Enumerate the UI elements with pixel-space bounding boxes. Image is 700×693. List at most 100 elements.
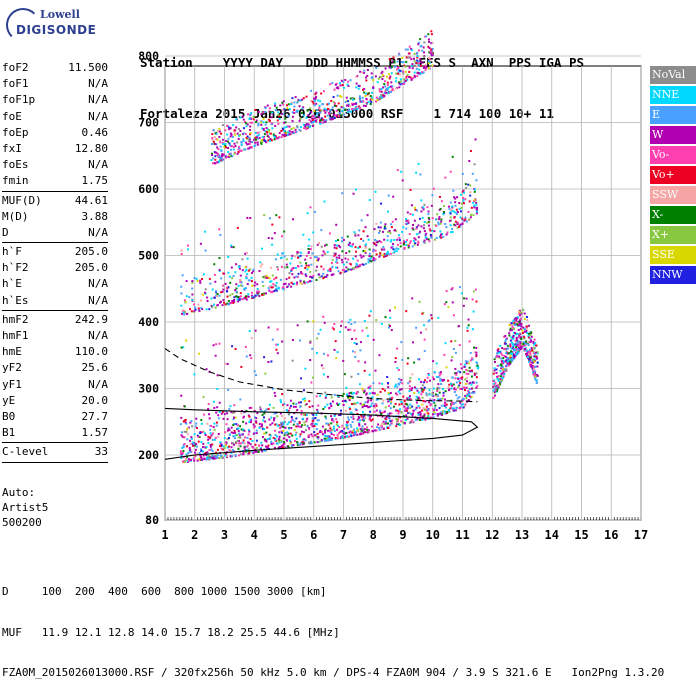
param-name: foE [2,109,22,123]
echo-point [415,226,418,229]
echo-point [331,326,334,329]
echo-point [267,287,270,290]
echo-point [420,64,423,67]
echo-point [367,100,370,103]
echo-point [462,201,465,204]
echo-point [220,444,223,447]
echo-point [515,333,518,336]
echo-point [469,184,472,187]
echo-point [250,291,253,294]
echo-point [413,392,416,395]
echo-point [301,424,304,427]
echo-point [523,312,526,315]
echo-point [391,60,394,63]
echo-point [189,458,192,461]
echo-point [228,126,231,129]
echo-point [469,213,472,216]
echo-point [250,280,253,283]
y-tick-label: 700 [138,116,159,130]
param-value: 242.9 [74,312,108,326]
echo-point [533,370,536,373]
echo-point [495,386,498,389]
echo-point [257,451,260,454]
echo-point [381,388,384,391]
echo-point [424,68,427,71]
echo-point [530,365,533,368]
echo-point [520,337,523,340]
echo-point [375,222,378,225]
echo-point [475,346,478,349]
echo-point [308,406,311,409]
echo-point [303,127,306,130]
echo-point [198,457,201,460]
echo-point [433,230,436,233]
echo-point [296,101,299,104]
echo-point [246,113,249,116]
echo-point [411,245,414,248]
echo-point [516,343,519,346]
echo-point [305,275,308,278]
echo-point [336,239,339,242]
echo-point [337,102,340,105]
echo-point [344,101,347,104]
echo-point [292,283,295,286]
echo-point [379,252,382,255]
echo-point [476,385,479,388]
echo-point [425,405,428,408]
echo-point [424,236,427,239]
echo-point [358,95,361,98]
echo-point [440,383,443,386]
echo-point [522,341,525,344]
echo-point [498,351,501,354]
echo-point [188,459,191,462]
echo-point [246,216,249,219]
echo-point [452,314,455,317]
echo-point [239,274,242,277]
echo-point [476,206,479,209]
echo-point [515,342,518,345]
echo-point [232,432,235,435]
echo-point [292,423,295,426]
echo-point [250,406,253,409]
echo-point [216,406,219,409]
echo-point [323,434,326,437]
echo-point [350,416,353,419]
echo-point [504,334,507,337]
echo-point [288,272,291,275]
echo-point [255,429,258,432]
echo-point [462,399,465,402]
echo-point [298,128,301,131]
echo-point [411,405,414,408]
echo-point [251,141,254,144]
echo-point [445,226,448,229]
echo-point [393,385,396,388]
echo-point [354,105,357,108]
echo-point [400,420,403,423]
echo-point [245,125,248,128]
echo-point [459,382,462,385]
echo-point [536,352,539,355]
echo-point [400,61,403,64]
echo-point [321,433,324,436]
echo-point [302,106,305,109]
echo-point [288,132,291,135]
echo-point [188,446,191,449]
echo-point [470,375,473,378]
echo-point [459,387,462,390]
echo-point [327,439,330,442]
echo-point [268,289,271,292]
echo-point [439,234,442,237]
echo-point [410,49,413,52]
echo-point [436,389,439,392]
echo-point [213,438,216,441]
echo-point [287,445,290,448]
echo-point [251,121,254,124]
echo-point [457,325,460,328]
echo-point [395,247,398,250]
echo-point [330,438,333,441]
echo-point [227,137,230,140]
echo-point [293,111,296,114]
echo-point [330,118,333,121]
echo-point [449,201,452,204]
echo-point [409,377,412,380]
